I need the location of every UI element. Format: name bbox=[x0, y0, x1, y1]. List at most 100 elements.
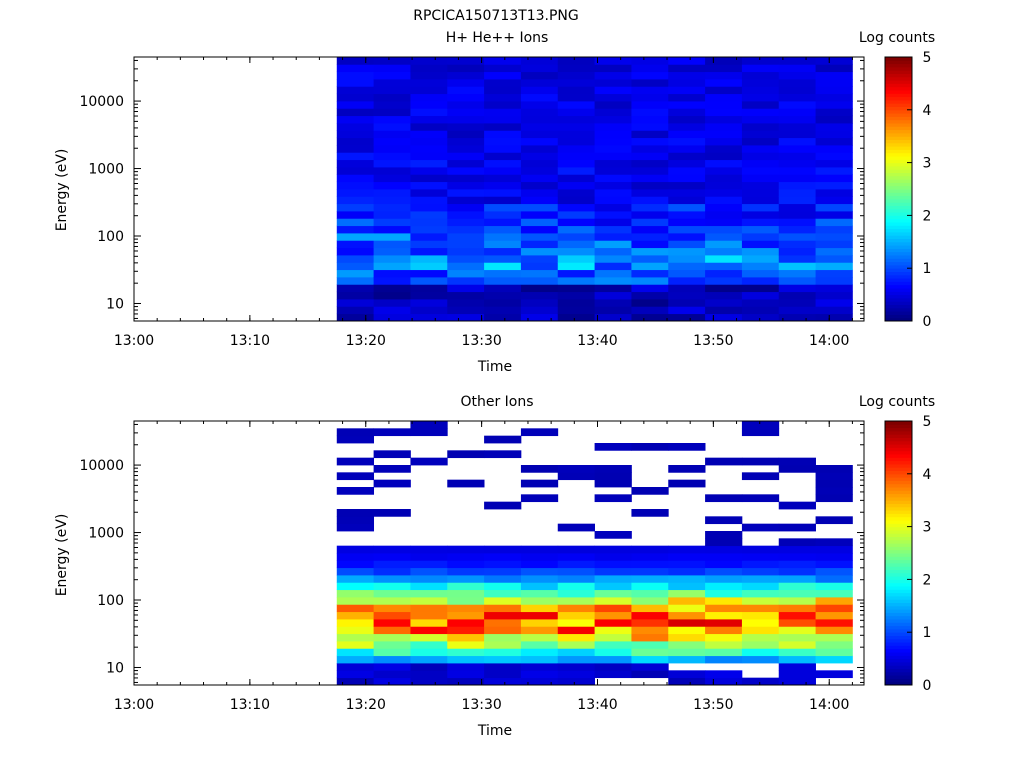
spectrogram-cell bbox=[557, 313, 595, 322]
spectrogram-cell bbox=[741, 71, 780, 80]
spectrogram-cell bbox=[778, 457, 816, 466]
colorbar-step bbox=[885, 261, 912, 266]
spectrogram-cell bbox=[815, 589, 853, 598]
spectrogram-cell bbox=[520, 93, 559, 102]
spectrogram-cell bbox=[557, 123, 595, 131]
colorbar-step bbox=[885, 463, 912, 468]
spectrogram-cell bbox=[741, 152, 780, 161]
spectrogram-cell bbox=[520, 560, 559, 569]
spectrogram-cell bbox=[594, 255, 632, 263]
spectrogram-cell bbox=[520, 428, 559, 437]
spectrogram-cell bbox=[631, 57, 669, 65]
colorbar-step bbox=[885, 480, 912, 485]
spectrogram-cell bbox=[410, 611, 448, 620]
colorbar-step bbox=[885, 529, 912, 534]
spectrogram-cell bbox=[336, 225, 375, 234]
spectrogram-cell bbox=[520, 137, 559, 146]
spectrogram-cell bbox=[520, 79, 559, 87]
spectrogram-cell bbox=[594, 71, 632, 80]
spectrogram-cell bbox=[373, 64, 411, 73]
spectrogram-cell bbox=[631, 269, 669, 278]
colorbar-step bbox=[885, 625, 912, 630]
spectrogram-cell bbox=[410, 567, 448, 576]
spectrogram-cell bbox=[373, 108, 411, 117]
spectrogram-cell bbox=[668, 86, 706, 95]
y-tick-label: 1000 bbox=[88, 162, 124, 178]
spectrogram-cell bbox=[778, 211, 816, 219]
spectrogram-cell bbox=[484, 277, 522, 285]
spectrogram-cell bbox=[520, 115, 559, 124]
spectrogram-cell bbox=[815, 648, 853, 657]
spectrogram-cell bbox=[557, 560, 595, 569]
spectrogram-cell bbox=[373, 626, 411, 635]
spectrogram-cell bbox=[741, 123, 780, 131]
spectrogram-cell bbox=[778, 597, 816, 605]
spectrogram-cell bbox=[410, 457, 448, 466]
spectrogram-cell bbox=[705, 575, 743, 583]
spectrogram-cell bbox=[373, 240, 411, 249]
spectrogram-cell bbox=[410, 277, 448, 285]
spectrogram-cell bbox=[705, 582, 743, 591]
spectrogram-cell bbox=[778, 465, 816, 473]
spectrogram-cell bbox=[631, 159, 669, 168]
spectrogram-cell bbox=[705, 211, 743, 219]
spectrogram-cell bbox=[815, 604, 853, 613]
colorbar-step bbox=[885, 73, 912, 78]
spectrogram-cell bbox=[520, 71, 559, 80]
spectrogram-cell bbox=[373, 677, 411, 686]
spectrogram-cell bbox=[410, 225, 448, 234]
spectrogram-cell bbox=[741, 225, 780, 234]
spectrogram-cell bbox=[484, 108, 522, 117]
spectrogram-cell bbox=[447, 152, 485, 161]
colorbar-tick-label: 3 bbox=[923, 156, 932, 172]
spectrogram-cell bbox=[557, 291, 595, 300]
y-axis-label-2: Energy (eV) bbox=[54, 514, 70, 597]
spectrogram-cell bbox=[520, 255, 559, 263]
colorbar-step bbox=[885, 430, 912, 435]
colorbar-step bbox=[885, 559, 912, 564]
spectrogram-cell bbox=[741, 655, 780, 664]
spectrogram-cell bbox=[778, 545, 816, 554]
spectrogram-cell bbox=[410, 167, 448, 175]
spectrogram-cell bbox=[815, 269, 853, 278]
spectrogram-cell bbox=[668, 93, 706, 102]
spectrogram-cell bbox=[520, 611, 559, 620]
spectrogram-cell bbox=[594, 277, 632, 285]
colorbar-step bbox=[885, 205, 912, 210]
spectrogram-cell bbox=[705, 299, 743, 307]
colorbar-tick-label: 5 bbox=[923, 414, 932, 430]
spectrogram-cell bbox=[373, 611, 411, 620]
colorbar-step bbox=[885, 648, 912, 653]
y-tick-label: 1000 bbox=[88, 526, 124, 542]
x-axis-2: 13:00 13:10 13:20 13:30 13:40 13:50 14:00 bbox=[114, 421, 853, 713]
spectrogram-cell bbox=[668, 181, 706, 190]
spectrogram-cell bbox=[631, 174, 669, 183]
spectrogram-cell bbox=[705, 531, 743, 539]
spectrogram-cell bbox=[778, 277, 816, 285]
spectrogram-cell bbox=[594, 443, 632, 451]
panel-other-ions: Other Ions 13:00 13:10 13:20 13:30 13:40 13:5… bbox=[54, 394, 935, 739]
spectrogram-cell bbox=[373, 450, 411, 459]
spectrogram-cell bbox=[815, 167, 853, 175]
spectrogram-cell bbox=[520, 597, 559, 605]
spectrogram-cell bbox=[484, 604, 522, 613]
spectrogram-cell bbox=[778, 64, 816, 73]
spectrogram-cell bbox=[336, 115, 375, 124]
spectrogram-cell bbox=[594, 472, 632, 481]
spectrogram-cell bbox=[705, 196, 743, 205]
x-axis-1: 13:00 13:10 13:20 13:30 13:40 13:50 14:00 bbox=[114, 57, 853, 349]
colorbar-step bbox=[885, 460, 912, 465]
spectrogram-cell bbox=[557, 174, 595, 183]
spectrogram-cell bbox=[484, 152, 522, 161]
colorbar-step bbox=[885, 619, 912, 623]
spectrogram-cell bbox=[815, 619, 853, 627]
spectrogram-cell bbox=[668, 57, 706, 65]
spectrogram-cell bbox=[484, 159, 522, 168]
colorbar-tick-label: 4 bbox=[923, 467, 932, 483]
colorbar-step bbox=[885, 434, 912, 438]
spectrogram-cell bbox=[778, 633, 816, 642]
spectrogram-cell bbox=[373, 152, 411, 161]
spectrogram-cell bbox=[373, 211, 411, 219]
spectrogram-cell bbox=[520, 145, 559, 153]
